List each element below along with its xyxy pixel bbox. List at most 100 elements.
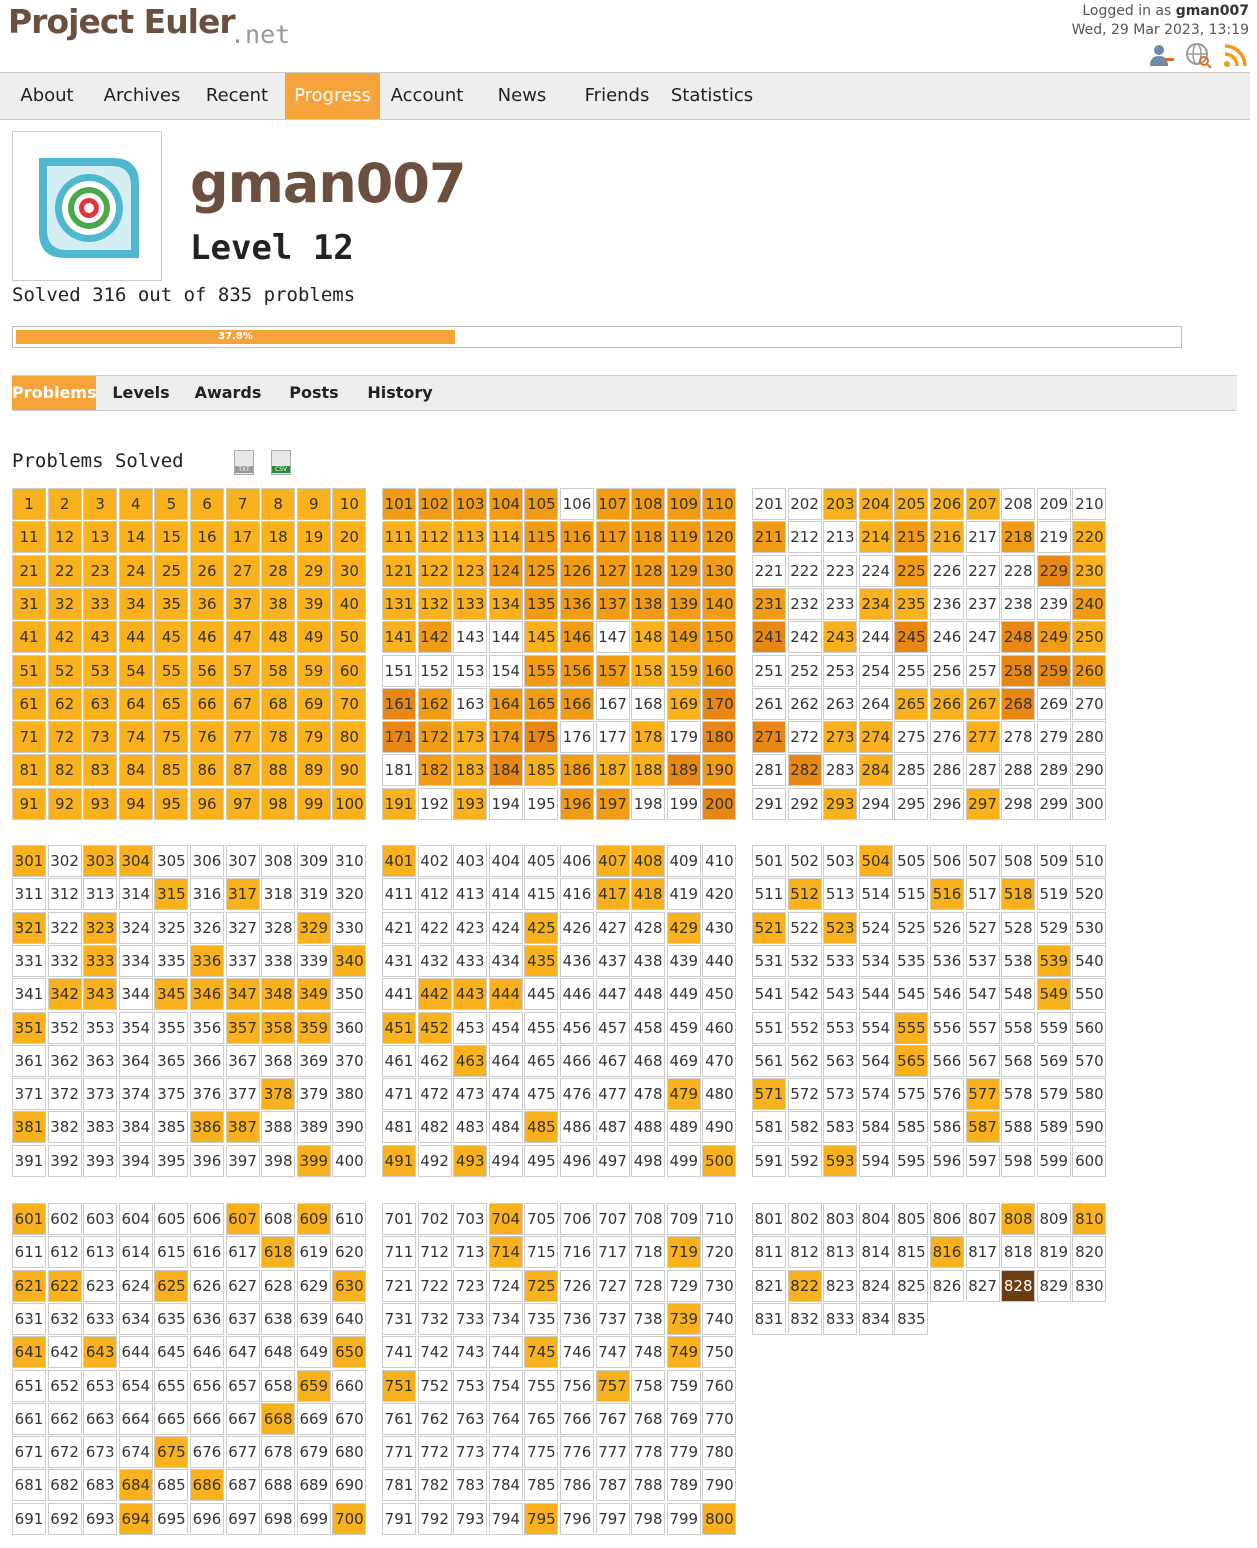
problem-cell[interactable]: 154 (488, 654, 523, 687)
problem-cell[interactable]: 720 (702, 1236, 737, 1269)
problem-cell[interactable]: 575 (894, 1078, 929, 1111)
problem-cell[interactable]: 503 (823, 845, 858, 877)
problem-cell[interactable]: 803 (823, 1203, 858, 1235)
problem-cell[interactable]: 166 (560, 687, 594, 720)
problem-cell[interactable]: 228 (1001, 554, 1036, 587)
problem-cell[interactable]: 639 (296, 1302, 331, 1335)
problem-cell[interactable]: 700 (332, 1502, 367, 1535)
nav-recent[interactable]: Recent (205, 85, 269, 106)
problem-cell[interactable]: 411 (382, 878, 416, 911)
problem-cell[interactable]: 552 (787, 1011, 822, 1044)
problem-cell[interactable]: 732 (417, 1302, 452, 1335)
problem-cell[interactable]: 96 (190, 787, 224, 820)
problem-cell[interactable]: 635 (154, 1302, 189, 1335)
problem-cell[interactable]: 501 (752, 845, 786, 877)
problem-cell[interactable]: 40 (332, 587, 367, 620)
problem-cell[interactable]: 161 (382, 687, 416, 720)
problem-cell[interactable]: 362 (47, 1044, 82, 1077)
problem-cell[interactable]: 226 (930, 554, 964, 587)
problem-cell[interactable]: 786 (560, 1469, 594, 1502)
problem-cell[interactable]: 36 (190, 587, 224, 620)
problem-cell[interactable]: 316 (190, 878, 224, 911)
problem-cell[interactable]: 61 (12, 687, 46, 720)
problem-cell[interactable]: 611 (12, 1236, 46, 1269)
problem-cell[interactable]: 684 (118, 1469, 153, 1502)
problem-cell[interactable]: 767 (595, 1402, 630, 1435)
problem-cell[interactable]: 292 (787, 787, 822, 820)
problem-cell[interactable]: 757 (595, 1369, 630, 1402)
problem-cell[interactable]: 178 (631, 721, 666, 754)
problem-cell[interactable]: 138 (631, 587, 666, 620)
problem-cell[interactable]: 369 (296, 1044, 331, 1077)
problem-cell[interactable]: 44 (118, 621, 153, 654)
problem-cell[interactable]: 637 (225, 1302, 260, 1335)
problem-cell[interactable]: 131 (382, 587, 416, 620)
problem-cell[interactable]: 818 (1001, 1236, 1036, 1269)
problem-cell[interactable]: 269 (1036, 687, 1071, 720)
problem-cell[interactable]: 182 (417, 754, 452, 787)
problem-cell[interactable]: 151 (382, 654, 416, 687)
problem-cell[interactable]: 28 (261, 554, 296, 587)
problem-cell[interactable]: 203 (823, 488, 858, 520)
problem-cell[interactable]: 689 (296, 1469, 331, 1502)
problem-cell[interactable]: 739 (666, 1302, 701, 1335)
problem-cell[interactable]: 326 (190, 911, 224, 944)
problem-cell[interactable]: 216 (930, 521, 964, 554)
problem-cell[interactable]: 331 (12, 944, 46, 977)
problem-cell[interactable]: 653 (83, 1369, 118, 1402)
problem-cell[interactable]: 367 (225, 1044, 260, 1077)
problem-cell[interactable]: 321 (12, 911, 46, 944)
problem-cell[interactable]: 225 (894, 554, 929, 587)
problem-cell[interactable]: 319 (296, 878, 331, 911)
problem-cell[interactable]: 609 (296, 1203, 331, 1235)
problem-cell[interactable]: 627 (225, 1269, 260, 1302)
problem-cell[interactable]: 537 (965, 944, 1000, 977)
problem-cell[interactable]: 582 (787, 1111, 822, 1144)
problem-cell[interactable]: 418 (631, 878, 666, 911)
problem-cell[interactable]: 379 (296, 1078, 331, 1111)
problem-cell[interactable]: 52 (47, 654, 82, 687)
problem-cell[interactable]: 760 (702, 1369, 737, 1402)
problem-cell[interactable]: 742 (417, 1336, 452, 1369)
problem-cell[interactable]: 696 (190, 1502, 224, 1535)
problem-cell[interactable]: 574 (858, 1078, 893, 1111)
problem-cell[interactable]: 656 (190, 1369, 224, 1402)
problem-cell[interactable]: 533 (823, 944, 858, 977)
problem-cell[interactable]: 590 (1072, 1111, 1107, 1144)
problem-cell[interactable]: 698 (261, 1502, 296, 1535)
problem-cell[interactable]: 90 (332, 754, 367, 787)
problem-cell[interactable]: 509 (1036, 845, 1071, 877)
problem-cell[interactable]: 595 (894, 1144, 929, 1177)
problem-cell[interactable]: 236 (930, 587, 964, 620)
problem-cell[interactable]: 439 (666, 944, 701, 977)
problem-cell[interactable]: 405 (524, 845, 559, 877)
problem-cell[interactable]: 708 (631, 1203, 666, 1235)
problem-cell[interactable]: 479 (666, 1078, 701, 1111)
problem-cell[interactable]: 728 (631, 1269, 666, 1302)
problem-cell[interactable]: 284 (858, 754, 893, 787)
problem-cell[interactable]: 688 (261, 1469, 296, 1502)
problem-cell[interactable]: 400 (332, 1144, 367, 1177)
problem-cell[interactable]: 46 (190, 621, 224, 654)
problem-cell[interactable]: 676 (190, 1436, 224, 1469)
problem-cell[interactable]: 487 (595, 1111, 630, 1144)
problem-cell[interactable]: 506 (930, 845, 964, 877)
problem-cell[interactable]: 435 (524, 944, 559, 977)
problem-cell[interactable]: 89 (296, 754, 331, 787)
problem-cell[interactable]: 184 (488, 754, 523, 787)
problem-cell[interactable]: 535 (894, 944, 929, 977)
problem-cell[interactable]: 428 (631, 911, 666, 944)
problem-cell[interactable]: 423 (453, 911, 488, 944)
problem-cell[interactable]: 549 (1036, 978, 1071, 1011)
problem-cell[interactable]: 679 (296, 1436, 331, 1469)
problem-cell[interactable]: 10 (332, 488, 367, 520)
problem-cell[interactable]: 300 (1072, 787, 1107, 820)
problem-cell[interactable]: 97 (225, 787, 260, 820)
problem-cell[interactable]: 337 (225, 944, 260, 977)
problem-cell[interactable]: 287 (965, 754, 1000, 787)
problem-cell[interactable]: 798 (631, 1502, 666, 1535)
problem-cell[interactable]: 381 (12, 1111, 46, 1144)
problem-cell[interactable]: 461 (382, 1044, 416, 1077)
problem-cell[interactable]: 495 (524, 1144, 559, 1177)
nav-account[interactable]: Account (390, 85, 464, 106)
